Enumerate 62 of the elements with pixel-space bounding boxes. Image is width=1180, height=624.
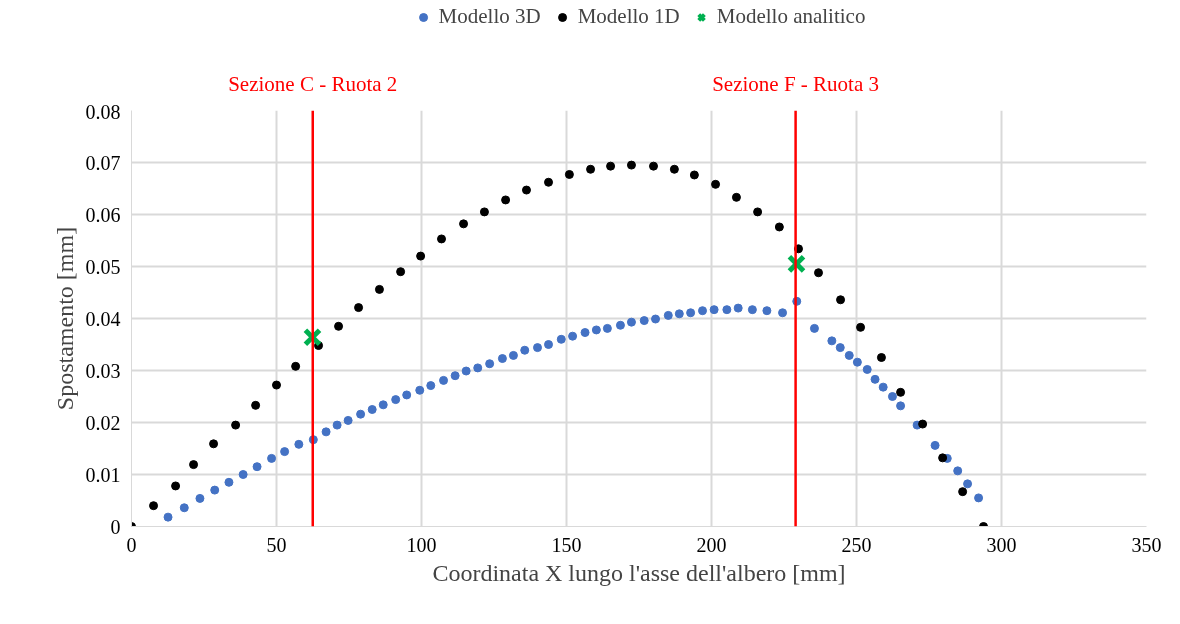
- point: [334, 321, 344, 331]
- point: [374, 284, 384, 294]
- y-axis-title: Spostamento [mm]: [51, 226, 78, 411]
- point: [354, 303, 364, 313]
- point: [586, 164, 596, 174]
- y-tick-label: 0: [110, 515, 121, 538]
- y-tick-label: 0.07: [85, 151, 121, 174]
- point: [669, 164, 679, 174]
- x-tick-label: 200: [696, 533, 727, 556]
- point: [711, 179, 721, 189]
- x-axis-title: Coordinata X lungo l'asse dell'albero [mm]: [432, 559, 846, 586]
- point: [501, 195, 511, 205]
- legend-label: Modello 3D: [438, 4, 541, 29]
- point: [437, 234, 447, 244]
- point: [171, 481, 181, 491]
- x-tick-label: 350: [1131, 533, 1162, 556]
- y-tick-label: 0.03: [85, 359, 121, 382]
- point: [958, 487, 968, 497]
- point: [626, 160, 636, 170]
- point: [649, 161, 658, 171]
- point: [564, 169, 574, 179]
- ref-line-label: Sezione F - Ruota 3: [712, 71, 880, 96]
- point: [521, 185, 531, 195]
- point: [918, 419, 928, 429]
- point: [876, 353, 886, 362]
- y-tick-label: 0.08: [85, 100, 121, 123]
- point: [731, 192, 741, 202]
- legend-label: Modello 1D: [577, 4, 680, 29]
- point: [836, 295, 846, 305]
- point: [896, 387, 906, 397]
- point: [209, 439, 219, 449]
- point: [396, 267, 406, 277]
- y-tick-label: 0.05: [85, 255, 121, 278]
- x-tick-label: 50: [266, 533, 287, 556]
- point: [291, 361, 301, 371]
- point: [689, 170, 699, 180]
- point: [189, 460, 199, 470]
- point: [544, 177, 554, 187]
- point: [231, 420, 241, 430]
- point: [856, 322, 866, 332]
- point: [416, 251, 426, 261]
- y-tick-label: 0.04: [85, 307, 121, 330]
- y-tick-label: 0.06: [85, 203, 121, 226]
- point: [774, 222, 784, 232]
- point: [606, 161, 616, 171]
- point: [149, 501, 159, 511]
- x-tick-label: 300: [986, 533, 1017, 556]
- point: [479, 207, 489, 217]
- point: [272, 380, 281, 390]
- ref-line-label: Sezione C - Ruota 2: [228, 71, 398, 96]
- x-tick-label: 0: [126, 533, 137, 556]
- x-tick-label: 150: [551, 533, 582, 556]
- point: [814, 268, 824, 278]
- legend-label: Modello analitico: [716, 4, 866, 29]
- point: [753, 207, 763, 217]
- point: [938, 453, 948, 463]
- point: [251, 400, 261, 410]
- y-tick-label: 0.01: [85, 463, 121, 486]
- y-tick-label: 0.02: [85, 411, 121, 434]
- x-tick-label: 250: [841, 533, 872, 556]
- x-tick-label: 100: [406, 533, 437, 556]
- point: [459, 219, 469, 229]
